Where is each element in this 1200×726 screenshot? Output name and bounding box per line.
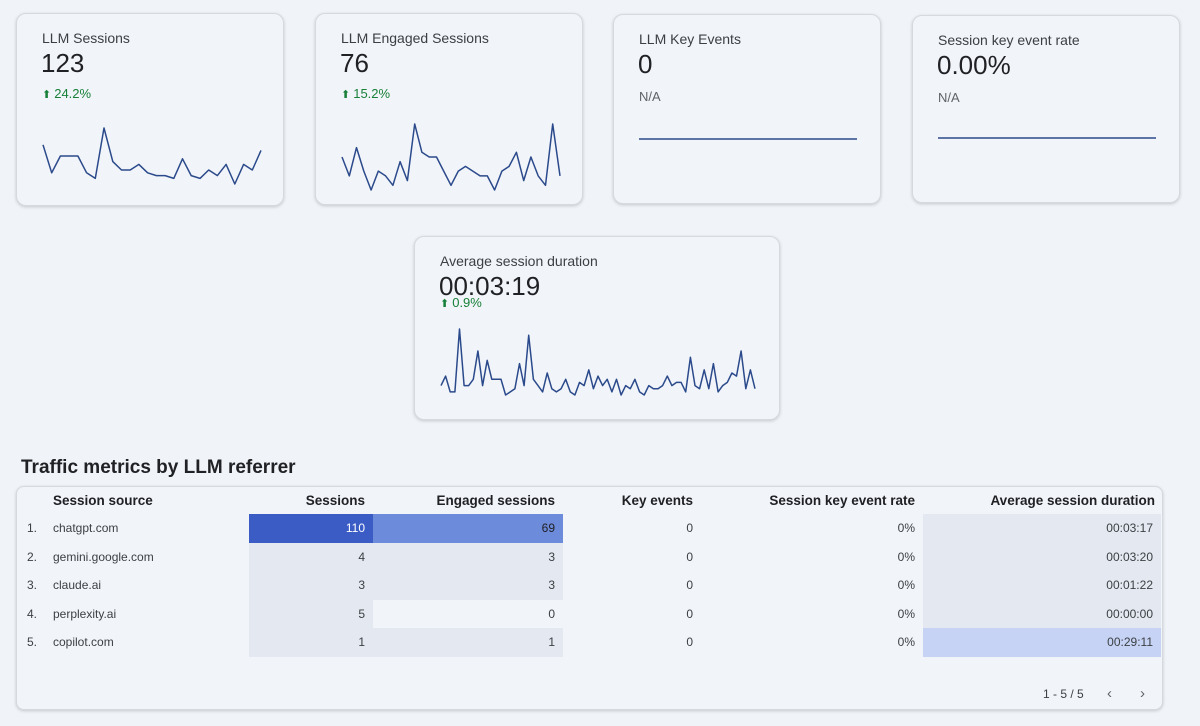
- row-index: 1.: [27, 521, 38, 535]
- scorecard-session-key-event-rate[interactable]: Session key event rate 0.00% N/A: [912, 15, 1180, 203]
- header-session-key-event-rate[interactable]: Session key event rate: [769, 493, 915, 508]
- scorecard-title: LLM Engaged Sessions: [341, 30, 489, 46]
- scorecard-title: LLM Key Events: [639, 31, 741, 47]
- average-session-duration-cell: 00:03:20: [923, 542, 1161, 572]
- scorecard-value: 76: [340, 48, 369, 78]
- table-row[interactable]: 4. perplexity.ai 5 0 0 0% 00:00:00: [17, 599, 1162, 629]
- sparkline-series: [440, 328, 756, 396]
- key-events-cell: 0: [686, 578, 693, 592]
- scorecard-average-session-duration[interactable]: Average session duration 00:03:19 ⬆ 0.9%: [414, 236, 780, 420]
- row-index: 3.: [27, 578, 38, 592]
- session-source-cell: gemini.google.com: [53, 549, 154, 564]
- header-key-events[interactable]: Key events: [621, 493, 693, 508]
- session-source-cell: claude.ai: [53, 578, 102, 592]
- engaged-sessions-cell: 3: [373, 571, 563, 600]
- scorecard-na: N/A: [639, 89, 661, 104]
- scorecard-llm-sessions[interactable]: LLM Sessions 123 ⬆ 24.2%: [16, 13, 284, 206]
- scorecard-value: 00:03:19: [439, 271, 541, 301]
- session-key-event-rate-cell: 0%: [897, 635, 915, 649]
- header-session-source[interactable]: Session source: [53, 493, 153, 508]
- sparkline: [639, 138, 857, 140]
- session-source-cell: copilot.com: [53, 635, 114, 649]
- scorecard-title: Session key event rate: [938, 32, 1080, 48]
- sessions-cell: 110: [249, 514, 373, 543]
- engaged-sessions-cell: 69: [373, 514, 563, 543]
- scorecard-delta: ⬆ 15.2%: [341, 86, 391, 101]
- arrow-up-icon: ⬆: [42, 89, 52, 101]
- engaged-sessions-cell: 1: [373, 628, 563, 657]
- scorecard-delta: ⬆ 0.9%: [440, 295, 482, 310]
- scorecard-delta: ⬆ 24.2%: [42, 86, 92, 101]
- session-source-cell: perplexity.ai: [53, 606, 117, 621]
- row-index: 5.: [27, 635, 38, 649]
- chevron-left-icon[interactable]: ‹: [1107, 685, 1112, 702]
- table-row[interactable]: 2. gemini.google.com 4 3 0 0% 00:03:20: [17, 542, 1162, 572]
- section-title: Traffic metrics by LLM referrer: [21, 457, 296, 478]
- average-session-duration-cell: 00:01:22: [923, 571, 1161, 600]
- sessions-cell: 5: [249, 599, 373, 629]
- header-engaged-sessions[interactable]: Engaged sessions: [436, 493, 555, 508]
- sessions-cell: 3: [249, 571, 373, 600]
- session-key-event-rate-cell: 0%: [897, 549, 915, 564]
- average-session-duration-cell: 00:29:11: [923, 628, 1161, 657]
- arrow-up-icon: ⬆: [341, 89, 351, 101]
- key-events-cell: 0: [686, 606, 693, 621]
- header-average-session-duration[interactable]: Average session duration: [990, 493, 1155, 508]
- chevron-right-icon[interactable]: ›: [1140, 685, 1145, 702]
- scorecard-title: LLM Sessions: [42, 30, 130, 46]
- session-key-event-rate-cell: 0%: [897, 578, 915, 592]
- scorecard-na: N/A: [938, 90, 960, 105]
- row-index: 2.: [27, 549, 38, 564]
- pagination-label: 1 - 5 / 5: [1043, 687, 1084, 701]
- scorecard-llm-engaged-sessions[interactable]: LLM Engaged Sessions 76 ⬆ 15.2%: [315, 13, 583, 205]
- session-key-event-rate-cell: 0%: [897, 606, 915, 621]
- average-session-duration-cell: 00:00:00: [923, 599, 1161, 629]
- sparkline: [440, 328, 756, 396]
- session-key-event-rate-cell: 0%: [897, 521, 915, 535]
- sessions-cell: 1: [249, 628, 373, 657]
- scorecard-value: 0: [638, 49, 653, 79]
- key-events-cell: 0: [686, 521, 693, 535]
- sparkline: [42, 127, 262, 185]
- table-row[interactable]: 5. copilot.com 1 1 0 0% 00:29:11: [17, 628, 1162, 657]
- scorecard-value: 123: [41, 48, 85, 78]
- scorecard-title: Average session duration: [440, 253, 598, 269]
- table-row[interactable]: 1. chatgpt.com 110 69 0 0% 00:03:17: [17, 514, 1162, 543]
- arrow-up-icon: ⬆: [440, 298, 450, 310]
- sparkline-series: [42, 127, 262, 185]
- sparkline-series: [341, 123, 561, 191]
- session-source-cell: chatgpt.com: [53, 521, 119, 535]
- scorecard-llm-key-events[interactable]: LLM Key Events 0 N/A: [613, 14, 881, 204]
- engaged-sessions-cell: 3: [373, 542, 563, 572]
- sparkline: [938, 137, 1156, 139]
- sessions-cell: 4: [249, 542, 373, 572]
- key-events-cell: 0: [686, 635, 693, 649]
- key-events-cell: 0: [686, 549, 693, 564]
- average-session-duration-cell: 00:03:17: [923, 514, 1161, 543]
- header-sessions[interactable]: Sessions: [305, 493, 365, 508]
- row-index: 4.: [27, 606, 38, 621]
- traffic-table: Session source Sessions Engaged sessions…: [16, 486, 1163, 710]
- table-row[interactable]: 3. claude.ai 3 3 0 0% 00:01:22: [17, 571, 1162, 600]
- engaged-sessions-cell: 0: [548, 606, 555, 621]
- sparkline: [341, 123, 561, 191]
- scorecard-value: 0.00%: [937, 50, 1011, 80]
